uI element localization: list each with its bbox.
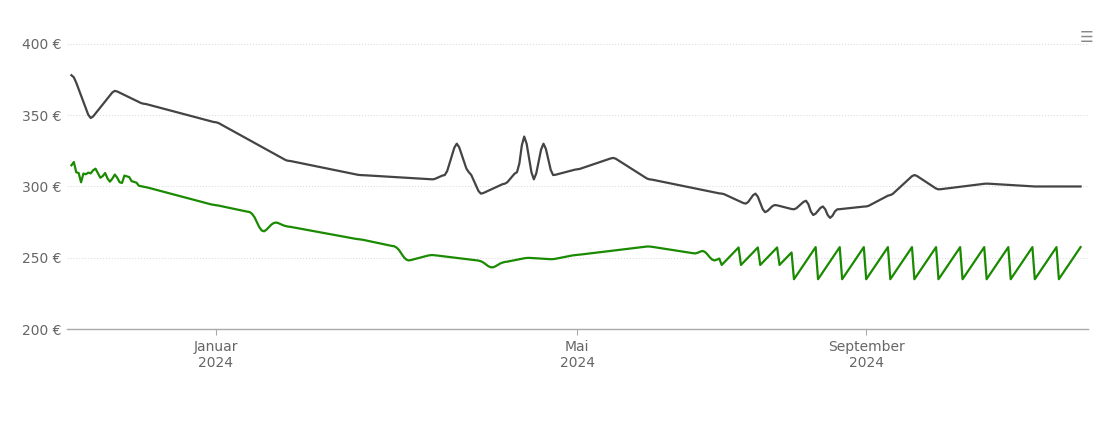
Legend: lose Ware, Sackware: lose Ware, Sackware	[448, 420, 706, 422]
Text: ☰: ☰	[1080, 30, 1093, 45]
